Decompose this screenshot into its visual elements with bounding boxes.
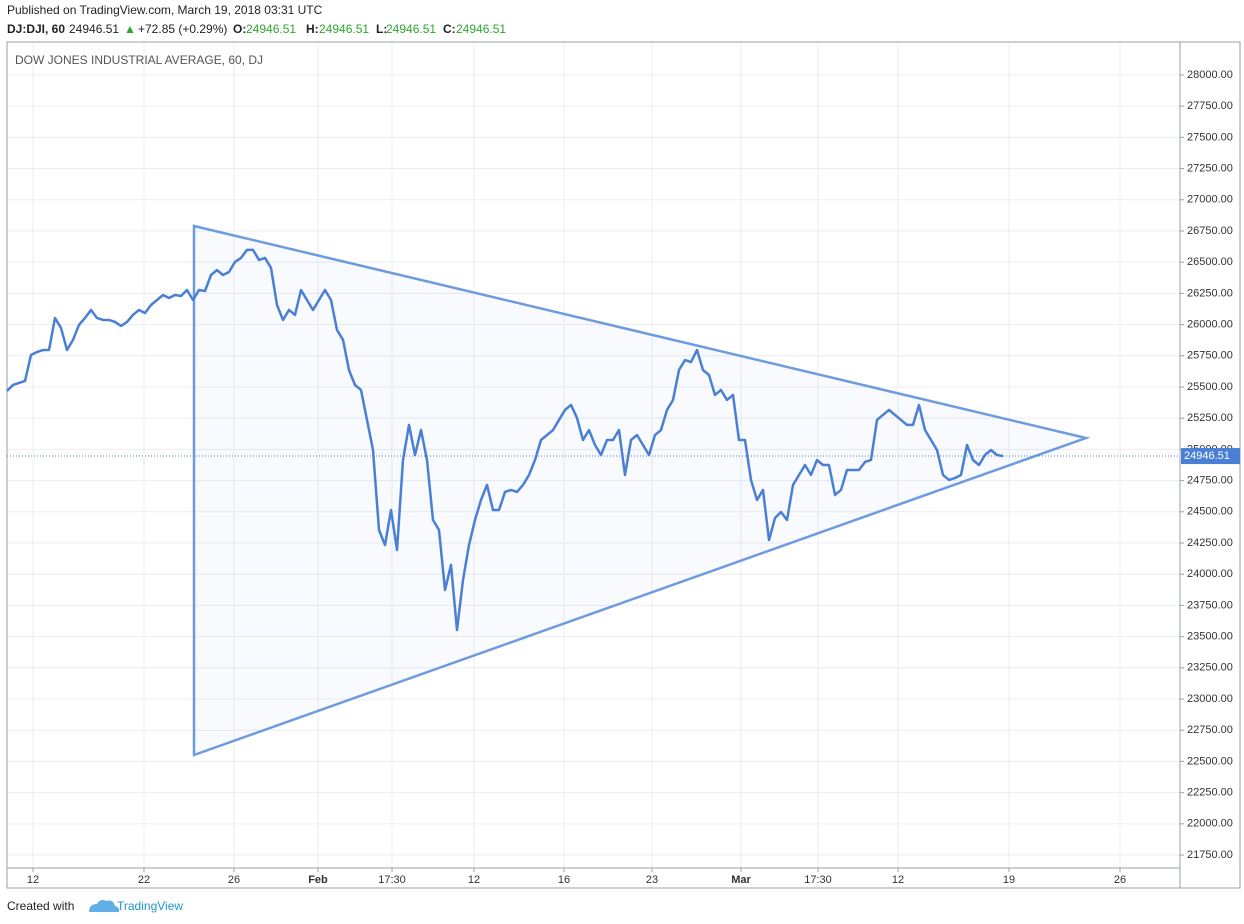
y-tick-label: 23000.00 [1187, 693, 1233, 705]
y-tick-label: 24750.00 [1187, 474, 1233, 486]
y-tick-label: 26500.00 [1187, 256, 1233, 268]
y-tick-label: 24250.00 [1187, 537, 1233, 549]
y-tick-label: 25750.00 [1187, 350, 1233, 362]
up-arrow: ▲ [124, 22, 136, 36]
symbol: DJ:DJI, 60 [7, 22, 65, 36]
y-tick-label: 22500.00 [1187, 755, 1233, 767]
created-with: Created with [7, 899, 74, 913]
x-tick-label: 17:30 [378, 874, 406, 886]
last-price-box [1181, 448, 1240, 465]
x-tick-label: 12 [468, 874, 480, 886]
last-price-label: 24946.51 [1184, 450, 1230, 462]
x-tick-label: Feb [308, 874, 328, 886]
x-tick-label: 17:30 [804, 874, 832, 886]
y-tick-label: 25250.00 [1187, 412, 1233, 424]
y-tick-label: 27000.00 [1187, 194, 1233, 206]
y-tick-label: 27750.00 [1187, 100, 1233, 112]
y-tick-label: 21750.00 [1187, 849, 1233, 861]
plot [6, 248, 1180, 632]
y-tick-label: 26250.00 [1187, 287, 1233, 299]
ohlc-value: 24946.51 [319, 22, 369, 36]
last-price: 24946.51 [69, 22, 119, 36]
y-tick-label: 23750.00 [1187, 599, 1233, 611]
x-tick-label: 26 [1114, 874, 1126, 886]
grid [7, 42, 1180, 868]
ohlc-label: C: [443, 22, 456, 36]
y-tick-label: 22750.00 [1187, 724, 1233, 736]
y-tick-label: 27250.00 [1187, 162, 1233, 174]
x-tick-label: Mar [731, 874, 751, 886]
chart-frame [6, 41, 1241, 889]
x-tick-label: 26 [228, 874, 240, 886]
ohlc-value: 24946.51 [386, 22, 436, 36]
y-tick-label: 24000.00 [1187, 568, 1233, 580]
ohlc-value: 24946.51 [456, 22, 506, 36]
y-tick-label: 23250.00 [1187, 662, 1233, 674]
x-tick-label: 12 [892, 874, 904, 886]
x-tick-label: 16 [558, 874, 570, 886]
ohlc-value: 24946.51 [246, 22, 296, 36]
ohlc-label: H: [306, 22, 319, 36]
published-note: Published on TradingView.com, March 19, … [7, 3, 323, 17]
y-tick-label: 22000.00 [1187, 818, 1233, 830]
y-tick-label: 25500.00 [1187, 381, 1233, 393]
triangle-drawing [192, 224, 1091, 757]
y-tick-label: 28000.00 [1187, 69, 1233, 81]
price-line [6, 248, 1004, 632]
y-tick-label: 23500.00 [1187, 631, 1233, 643]
brand[interactable]: TradingView [117, 899, 183, 913]
ohlc-label: L: [376, 22, 387, 36]
y-tick-label: 26750.00 [1187, 225, 1233, 237]
y-tick-label: 22250.00 [1187, 787, 1233, 799]
y-tick-label: 24500.00 [1187, 506, 1233, 518]
x-tick-label: 23 [646, 874, 658, 886]
chart-title: DOW JONES INDUSTRIAL AVERAGE, 60, DJ [15, 53, 263, 67]
change: +72.85 (+0.29%) [138, 22, 227, 36]
ohlc-label: O: [233, 22, 246, 36]
ohlc: O: 24946.51 H: 24946.51 L:24946.51 C: 24946.51 [233, 22, 506, 36]
x-tick-label: 22 [138, 874, 150, 886]
y-tick-label: 27500.00 [1187, 131, 1233, 143]
y-tick-label: 26000.00 [1187, 318, 1233, 330]
brand-logo [89, 900, 120, 912]
x-tick-label: 19 [1003, 874, 1015, 886]
x-tick-label: 12 [27, 874, 39, 886]
